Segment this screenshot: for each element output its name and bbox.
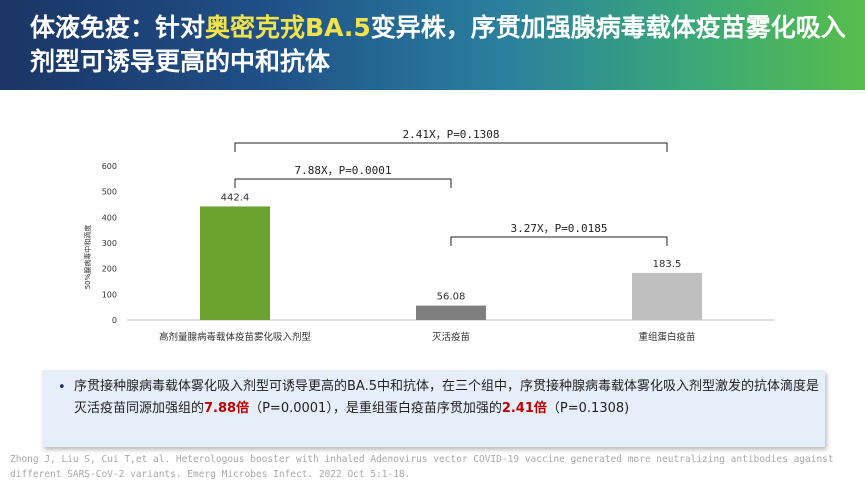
significance-bracket xyxy=(234,178,452,188)
bar xyxy=(200,206,270,320)
header-banner: 体液免疫：针对奥密克戎BA.5变异株，序贯加强腺病毒载体疫苗雾化吸入剂型可诱导更… xyxy=(0,0,865,90)
summary-box: • 序贯接种腺病毒载体雾化吸入剂型可诱导更高的BA.5中和抗体，在三个组中，序贯… xyxy=(42,370,825,447)
data-label: 442.4 xyxy=(221,192,250,203)
significance-label: 7.88X，P=0.0001 xyxy=(294,164,391,177)
significance-bracket xyxy=(234,142,668,152)
fold-change-1: 7.88倍 xyxy=(204,401,250,416)
x-tick-label: 高剂量腺病毒载体疫苗雾化吸入剂型 xyxy=(159,331,312,343)
title-part-2: 变异株，序贯加强腺病毒载体疫苗雾化吸入剂型可诱导更高的中和抗体 xyxy=(30,13,846,76)
significance-label: 3.27X，P=0.0185 xyxy=(510,222,607,235)
y-tick-label: 300 xyxy=(102,239,117,248)
y-tick-label: 0 xyxy=(112,316,117,325)
fold-change-2: 2.41倍 xyxy=(501,401,547,416)
y-axis-label: 50%腺病毒中和滴度 xyxy=(84,224,92,290)
y-tick-label: 100 xyxy=(102,290,117,299)
summary-text-3: （P=0.1308) xyxy=(546,401,630,416)
summary-text: 序贯接种腺病毒载体雾化吸入剂型可诱导更高的BA.5中和抗体，在三个组中，序贯接种… xyxy=(74,376,819,420)
bar xyxy=(632,272,702,320)
data-label: 183.5 xyxy=(653,259,682,270)
y-tick-label: 600 xyxy=(102,162,117,171)
bar xyxy=(416,305,486,320)
y-tick-label: 200 xyxy=(102,265,117,274)
reference-citation: Zhong J, Liu S, Cui T,et al. Heterologou… xyxy=(10,454,834,480)
title-part-1: 体液免疫：针对 xyxy=(30,13,206,42)
bar-chart: 0 100 200 300 400 500 600 442.4 高剂量腺病毒载体疫苗雾化吸入剂型… xyxy=(0,95,865,365)
summary-text-2: （P=0.0001），是重组蛋白疫苗序贯加强的 xyxy=(249,401,502,416)
chart-svg: 0 100 200 300 400 500 600 442.4 高剂量腺病毒载体疫苗雾化吸入剂型… xyxy=(102,128,775,343)
significance-label: 2.41X，P=0.1308 xyxy=(402,128,499,141)
bullet-icon: • xyxy=(58,380,66,395)
title-highlight: 奥密克戎BA.5 xyxy=(205,13,371,42)
summary-text-1: 序贯接种腺病毒载体雾化吸入剂型可诱导更高的BA.5中和抗体，在三个组中，序贯接种… xyxy=(74,379,819,416)
y-tick-label: 500 xyxy=(102,188,117,197)
significance-bracket xyxy=(450,236,668,246)
data-label: 56.08 xyxy=(437,292,466,303)
y-tick-label: 400 xyxy=(102,213,117,222)
x-tick-label: 灭活疫苗 xyxy=(432,331,470,343)
x-tick-label: 重组蛋白疫苗 xyxy=(638,331,695,343)
page-title: 体液免疫：针对奥密克戎BA.5变异株，序贯加强腺病毒载体疫苗雾化吸入剂型可诱导更… xyxy=(30,11,850,79)
